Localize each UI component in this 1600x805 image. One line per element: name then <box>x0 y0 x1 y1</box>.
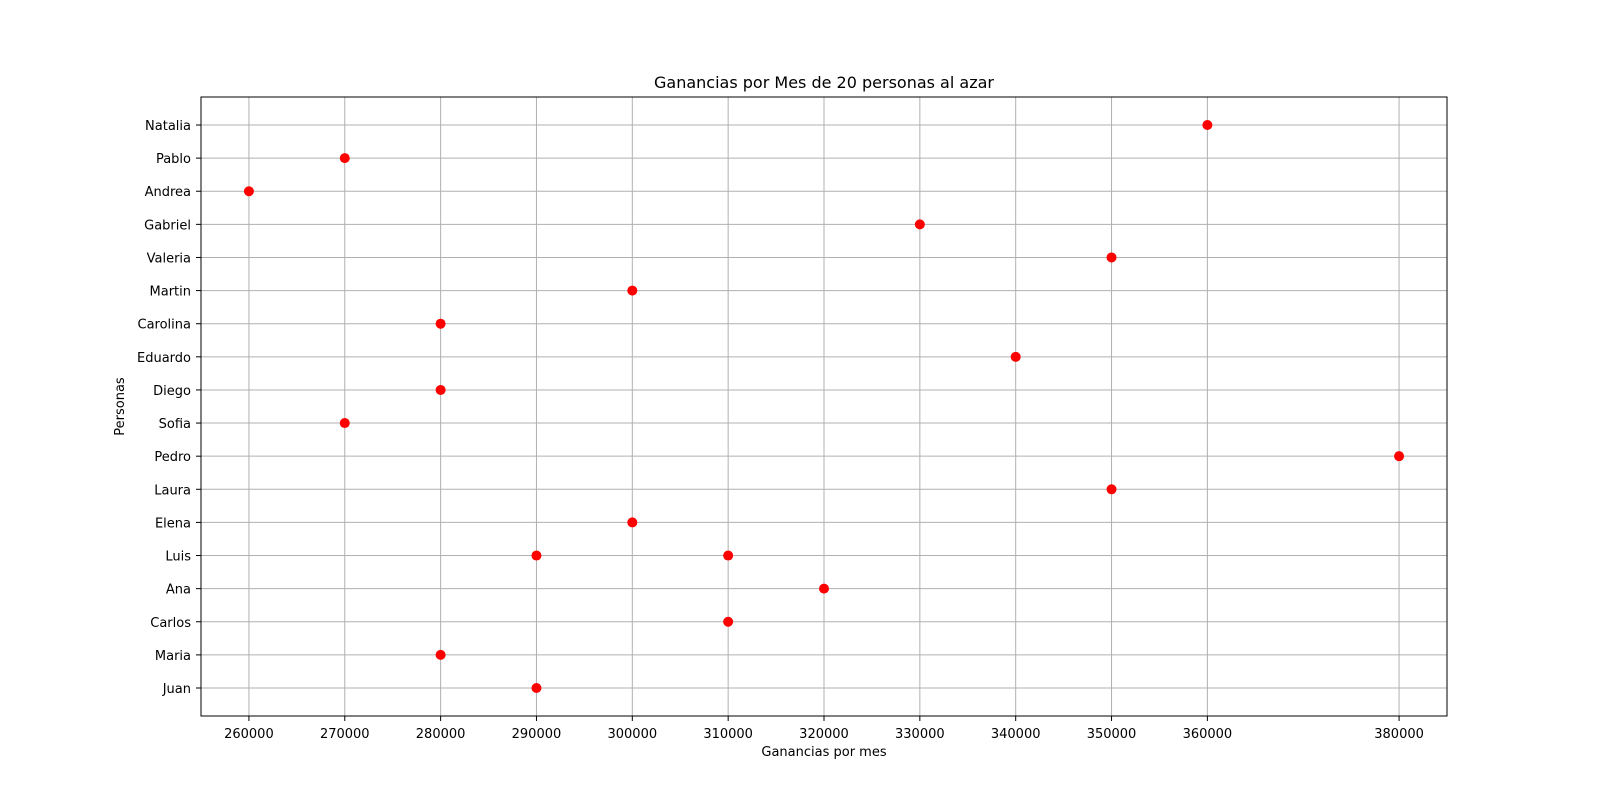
x-axis-label: Ganancias por mes <box>761 745 886 760</box>
data-point <box>243 186 254 197</box>
x-tick-label: 350000 <box>1087 727 1137 742</box>
data-point <box>627 285 638 296</box>
y-tick-label: Pablo <box>156 152 191 167</box>
x-tick-label: 280000 <box>416 727 466 742</box>
data-point <box>1202 120 1213 130</box>
x-tick-label: 310000 <box>703 727 753 742</box>
data-point <box>914 219 925 230</box>
y-tick-label: Valeria <box>147 251 191 266</box>
data-point <box>1010 351 1021 362</box>
y-tick-label: Luis <box>165 550 191 565</box>
y-axis-label: Personas <box>113 377 128 436</box>
y-tick-label: Gabriel <box>144 218 191 233</box>
x-tick-label: 360000 <box>1183 727 1233 742</box>
y-ticks: Juan Maria Carlos Ana Luis Elena Laura Pedro Sof… <box>137 119 201 697</box>
data-point <box>627 517 638 528</box>
y-tick-label: Diego <box>153 384 191 399</box>
data-point <box>435 384 446 395</box>
x-tick-label: 290000 <box>512 727 562 742</box>
y-tick-label: Andrea <box>145 185 191 200</box>
x-tick-label: 330000 <box>895 727 945 742</box>
data-point <box>531 550 542 561</box>
x-tick-label: 380000 <box>1374 727 1424 742</box>
y-tick-label: Elena <box>155 516 191 531</box>
data-point <box>531 683 542 693</box>
y-tick-label: Carolina <box>138 318 192 333</box>
grid-layer <box>201 97 1447 716</box>
y-tick-label: Eduardo <box>137 351 191 366</box>
x-tick-label: 270000 <box>320 727 370 742</box>
data-point <box>1106 484 1117 495</box>
chart-title: Ganancias por Mes de 20 personas al azar <box>654 73 994 92</box>
x-tick-label: 300000 <box>607 727 657 742</box>
y-tick-label: Maria <box>155 649 191 664</box>
y-tick-label: Sofia <box>159 417 191 432</box>
x-tick-label: 340000 <box>991 727 1041 742</box>
x-ticks: 260000 270000 280000 290000 300000 310000 3200… <box>224 716 1424 742</box>
data-point <box>1394 451 1405 462</box>
y-tick-label: Laura <box>154 483 191 498</box>
data-point <box>339 418 350 429</box>
y-tick-label: Pedro <box>154 450 191 465</box>
y-tick-label: Martin <box>150 285 191 300</box>
data-point <box>339 153 350 164</box>
data-point <box>723 616 734 627</box>
data-point <box>435 318 446 329</box>
data-point <box>1106 252 1117 263</box>
data-point <box>819 583 829 594</box>
data-point <box>723 550 734 561</box>
y-tick-label: Juan <box>162 682 191 697</box>
x-tick-label: 260000 <box>224 727 274 742</box>
y-tick-label: Ana <box>166 583 191 598</box>
y-tick-label: Carlos <box>150 616 191 631</box>
y-tick-label: Natalia <box>145 119 191 134</box>
x-tick-label: 320000 <box>799 727 849 742</box>
data-point <box>435 649 446 660</box>
points-layer <box>243 120 1405 693</box>
